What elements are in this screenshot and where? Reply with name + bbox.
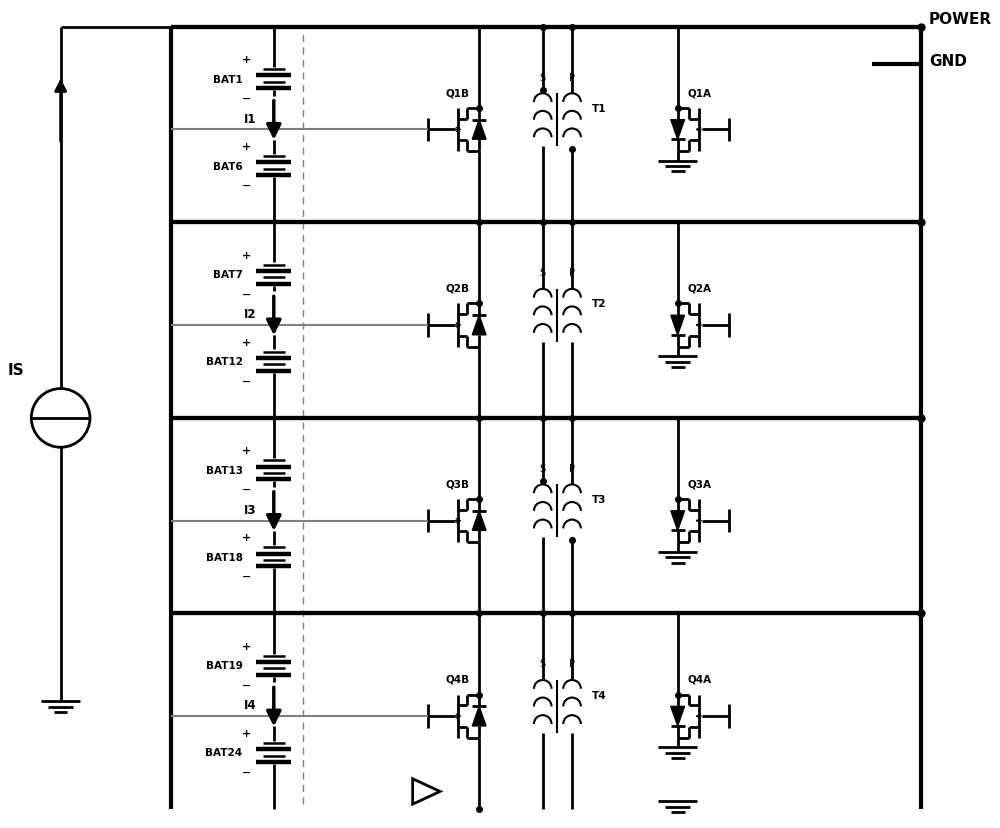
Text: S: S [540,463,546,473]
Text: BAT6: BAT6 [213,161,243,171]
Text: P: P [569,463,575,473]
Text: −: − [242,94,251,104]
Text: +: + [242,251,251,261]
Polygon shape [472,511,486,531]
Text: T1: T1 [592,104,606,113]
Text: BAT13: BAT13 [206,465,243,475]
Text: +: + [242,641,251,651]
Text: BAT19: BAT19 [206,661,243,671]
Text: S: S [540,72,546,83]
Polygon shape [671,315,685,335]
Text: +: + [242,55,251,65]
Text: I4: I4 [244,699,256,711]
Polygon shape [671,706,685,726]
Text: IS: IS [8,362,24,377]
Text: I3: I3 [244,503,256,516]
Text: −: − [242,181,251,190]
Polygon shape [472,706,486,726]
Text: Q1B: Q1B [446,88,470,98]
Text: P: P [569,72,575,83]
Text: P: P [569,658,575,668]
Text: Q2A: Q2A [687,283,711,293]
Text: +: + [242,338,251,348]
Text: S: S [540,658,546,668]
Text: +: + [242,532,251,543]
Text: BAT18: BAT18 [206,552,243,562]
Text: P: P [569,267,575,277]
Text: −: − [242,376,251,386]
Polygon shape [671,511,685,531]
Text: I2: I2 [244,308,256,321]
Polygon shape [671,121,685,140]
Text: Q2B: Q2B [446,283,470,293]
Text: POWER: POWER [929,12,992,27]
Text: −: − [242,680,251,690]
Text: Q3A: Q3A [687,479,711,489]
Text: −: − [242,767,251,777]
Text: Q1A: Q1A [687,88,711,98]
Text: Q4A: Q4A [687,674,711,684]
Text: BAT24: BAT24 [205,748,243,758]
Text: BAT7: BAT7 [213,270,243,280]
Text: +: + [242,142,251,152]
Text: T3: T3 [592,494,606,504]
Text: Q4B: Q4B [446,674,470,684]
Text: BAT12: BAT12 [206,357,243,367]
Text: −: − [242,571,251,581]
Text: T4: T4 [592,690,606,700]
Text: T2: T2 [592,299,606,309]
Text: −: − [242,484,251,494]
Text: I1: I1 [244,113,256,126]
Text: Q3B: Q3B [446,479,470,489]
Text: −: − [242,289,251,299]
Text: +: + [242,728,251,738]
Text: S: S [540,267,546,277]
Text: +: + [242,445,251,456]
Polygon shape [472,121,486,140]
Text: GND: GND [929,55,967,70]
Polygon shape [472,315,486,335]
Text: BAT1: BAT1 [213,75,243,84]
